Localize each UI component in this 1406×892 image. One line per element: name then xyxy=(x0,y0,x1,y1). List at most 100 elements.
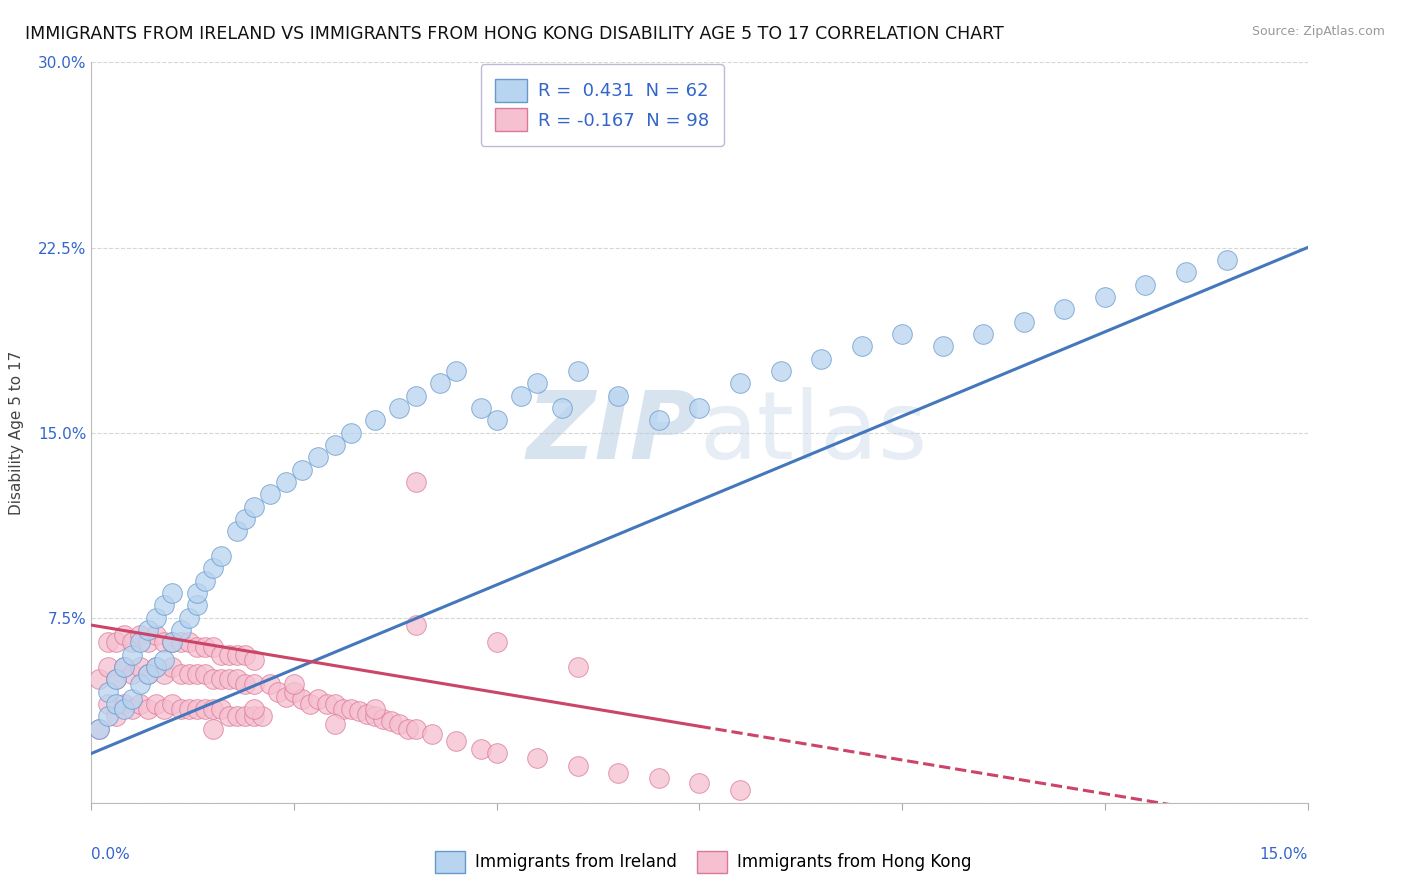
Point xyxy=(283,677,305,691)
Point xyxy=(323,697,346,711)
Y-axis label: Disability Age 5 to 17: Disability Age 5 to 17 xyxy=(10,351,24,515)
Point xyxy=(283,685,305,699)
Point xyxy=(526,751,548,765)
Point xyxy=(177,667,200,681)
Point xyxy=(112,697,135,711)
Point xyxy=(1135,277,1157,292)
Point xyxy=(104,697,127,711)
Point xyxy=(323,438,346,452)
Point xyxy=(169,635,191,649)
Point xyxy=(485,413,508,427)
Point xyxy=(202,561,225,575)
Point xyxy=(307,450,329,465)
Point xyxy=(364,702,387,716)
Point xyxy=(332,702,354,716)
Point xyxy=(728,783,751,797)
Point xyxy=(186,586,208,600)
Text: 15.0%: 15.0% xyxy=(1260,847,1308,863)
Point xyxy=(89,722,111,736)
Point xyxy=(267,685,290,699)
Point xyxy=(226,709,249,723)
Point xyxy=(169,623,191,637)
Point xyxy=(104,709,127,723)
Point xyxy=(1215,252,1237,267)
Point xyxy=(89,673,111,687)
Point xyxy=(1175,265,1198,279)
Point xyxy=(235,648,257,662)
Point xyxy=(728,376,751,391)
Legend: R =  0.431  N = 62, R = -0.167  N = 98: R = 0.431 N = 62, R = -0.167 N = 98 xyxy=(481,64,724,145)
Point xyxy=(323,716,346,731)
Point xyxy=(688,776,710,790)
Point xyxy=(340,425,363,440)
Point xyxy=(202,702,225,716)
Point xyxy=(250,709,273,723)
Point xyxy=(153,702,176,716)
Point xyxy=(136,635,159,649)
Point xyxy=(291,692,314,706)
Point xyxy=(177,635,200,649)
Text: 0.0%: 0.0% xyxy=(91,847,131,863)
Point xyxy=(1012,314,1035,328)
Point xyxy=(274,475,297,489)
Point xyxy=(235,709,257,723)
Point xyxy=(136,623,159,637)
Point xyxy=(396,722,419,736)
Point xyxy=(485,747,508,761)
Point xyxy=(226,648,249,662)
Point xyxy=(567,364,589,378)
Point xyxy=(550,401,572,415)
Point xyxy=(153,667,176,681)
Point xyxy=(112,660,135,674)
Point xyxy=(145,628,167,642)
Point xyxy=(153,599,176,613)
Point xyxy=(388,716,411,731)
Point xyxy=(186,599,208,613)
Point xyxy=(373,712,395,726)
Point xyxy=(121,667,143,681)
Point xyxy=(104,635,127,649)
Point xyxy=(405,722,427,736)
Point xyxy=(688,401,710,415)
Point xyxy=(420,727,443,741)
Point xyxy=(607,388,630,402)
Legend: Immigrants from Ireland, Immigrants from Hong Kong: Immigrants from Ireland, Immigrants from… xyxy=(429,845,977,880)
Point xyxy=(405,618,427,632)
Point xyxy=(364,413,387,427)
Point xyxy=(97,709,120,723)
Point xyxy=(136,702,159,716)
Text: Source: ZipAtlas.com: Source: ZipAtlas.com xyxy=(1251,25,1385,38)
Point xyxy=(891,326,914,341)
Point xyxy=(129,677,152,691)
Point xyxy=(388,401,411,415)
Point xyxy=(347,705,370,719)
Point xyxy=(97,635,120,649)
Point xyxy=(242,500,264,514)
Point xyxy=(242,653,264,667)
Point xyxy=(145,660,167,674)
Point xyxy=(97,660,120,674)
Point xyxy=(307,692,329,706)
Point xyxy=(112,702,135,716)
Point xyxy=(169,702,191,716)
Point xyxy=(112,660,135,674)
Point xyxy=(121,702,143,716)
Point xyxy=(226,524,249,539)
Point xyxy=(186,667,208,681)
Point xyxy=(218,673,240,687)
Point xyxy=(145,660,167,674)
Point xyxy=(218,709,240,723)
Point xyxy=(209,673,232,687)
Point xyxy=(89,722,111,736)
Point xyxy=(648,771,671,785)
Point xyxy=(129,635,152,649)
Point xyxy=(153,653,176,667)
Point xyxy=(121,635,143,649)
Point xyxy=(202,673,225,687)
Point xyxy=(194,702,217,716)
Point xyxy=(162,660,184,674)
Text: IMMIGRANTS FROM IRELAND VS IMMIGRANTS FROM HONG KONG DISABILITY AGE 5 TO 17 CORR: IMMIGRANTS FROM IRELAND VS IMMIGRANTS FR… xyxy=(25,25,1004,43)
Point xyxy=(121,648,143,662)
Point xyxy=(340,702,363,716)
Point xyxy=(209,702,232,716)
